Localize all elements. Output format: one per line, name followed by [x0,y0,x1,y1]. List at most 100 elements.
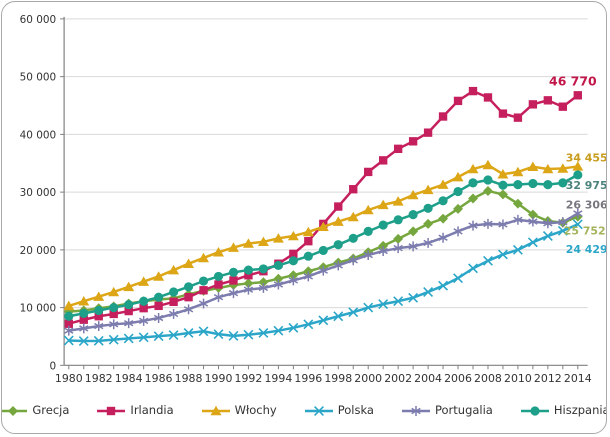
square-marker-icon [408,137,418,146]
triangle-marker-icon [497,169,509,179]
triangle-marker-icon [153,271,165,281]
triangle-marker-icon [407,189,419,200]
square-marker-icon [289,249,298,259]
triangle-marker-icon [257,236,269,247]
diamond-marker-icon [8,406,19,416]
square-marker-icon [64,319,73,328]
circle-marker-icon [530,406,540,416]
asterisk-marker-icon [318,265,328,276]
x-marker-icon [288,322,299,333]
circle-marker-icon [154,292,164,302]
diamond-marker-icon [497,189,508,200]
x-marker-icon [393,296,404,307]
diamond-marker-icon [273,273,284,284]
x-axis-label: 1986 [145,372,173,385]
y-axis-label: 40 000 [20,129,57,141]
legend-label-polska: Polska [337,403,374,418]
x-axis-label: 1990 [205,372,233,385]
square-marker-icon [244,271,253,280]
circle-marker-icon [198,276,209,286]
x-marker-icon [557,225,568,236]
triangle-marker-icon [482,159,494,170]
triangle-marker-icon [542,163,554,174]
x-marker-icon [123,333,134,344]
y-axis-label: 30 000 [20,187,57,199]
square-marker-icon [107,406,116,416]
circle-marker-icon [258,264,268,274]
triangle-marker-icon [362,204,374,215]
asterisk-marker-icon [94,321,104,332]
asterisk-marker-icon [303,271,313,282]
series-hiszpania [64,170,583,321]
legend-item-grecja: Grecja [2,403,70,418]
asterisk-marker-icon [468,220,478,231]
x-marker-icon [408,292,419,303]
x-marker-icon [313,406,324,416]
legend-item-wlochy: Włochy [201,405,277,417]
square-marker-icon [378,156,388,165]
square-marker-icon [184,293,193,302]
diamond-marker-icon [512,198,523,209]
triangle-marker-icon [93,291,105,301]
square-marker-icon [154,301,163,311]
square-marker-icon [169,297,178,306]
x-axis-label: 2010 [504,372,532,385]
circle-marker-icon [483,175,493,185]
legend-item-polska: Polska [304,405,374,417]
asterisk-marker-icon [124,318,134,329]
asterisk-marker-icon [64,325,74,336]
legend-swatch-icon [201,405,230,416]
polska-series-marker-icon [304,405,334,417]
asterisk-marker-icon [333,260,343,271]
end-value-label: 24 429 [566,243,607,256]
circle-marker-icon [64,311,74,321]
circle-marker-icon [183,282,194,292]
x-axis-label: 2008 [474,372,502,385]
circle-marker-icon [438,196,448,206]
asterisk-marker-icon [168,308,179,319]
legend-swatch-icon [97,406,126,416]
y-axis-label: 50 000 [20,72,57,84]
triangle-marker-icon [287,230,299,241]
square-marker-icon [393,144,403,154]
asterisk-marker-icon [423,237,433,248]
asterisk-marker-icon [408,241,418,252]
triangle-marker-icon [437,179,449,189]
legend-label-irlandia: Irlandia [130,403,174,418]
x-marker-icon [423,287,434,297]
asterisk-marker-icon [513,214,523,225]
legend-item-hiszpania: Hiszpania [520,405,606,417]
x-axis-label: 2002 [384,372,412,385]
x-marker-icon [228,330,239,341]
end-value-label: 46 770 [549,73,597,88]
x-axis-label: 2014 [564,372,592,385]
triangle-marker-icon [198,252,210,263]
asterisk-marker-icon [498,219,508,230]
asterisk-marker-icon [543,218,553,229]
x-axis-label: 1982 [85,372,113,385]
circle-marker-icon [303,251,313,261]
end-value-label: 26 306 [566,198,607,211]
asterisk-marker-icon [138,315,149,326]
circle-marker-icon [423,203,433,213]
x-marker-icon [108,334,119,345]
series-line [67,89,580,325]
x-marker-icon [572,219,583,230]
square-marker-icon [513,113,523,122]
x-marker-icon [138,332,149,343]
x-marker-icon [542,231,553,241]
chart-legend: Grecja Irlandia Włochy Polska Portugalia… [2,398,606,424]
triangle-marker-icon [302,226,314,237]
legend-label-grecja: Grecja [32,403,70,418]
circle-marker-icon [318,245,328,256]
x-axis-label: 1992 [235,372,263,385]
circle-marker-icon [94,305,104,316]
end-value-label: 32 975 [566,179,607,192]
x-axis-label: 1984 [115,372,143,385]
triangle-marker-icon [108,286,120,297]
square-marker-icon [543,96,553,105]
square-marker-icon [349,185,358,194]
x-axis-label: 2006 [444,372,472,385]
x-axis-label: 2012 [534,372,562,385]
square-marker-icon [199,286,208,295]
